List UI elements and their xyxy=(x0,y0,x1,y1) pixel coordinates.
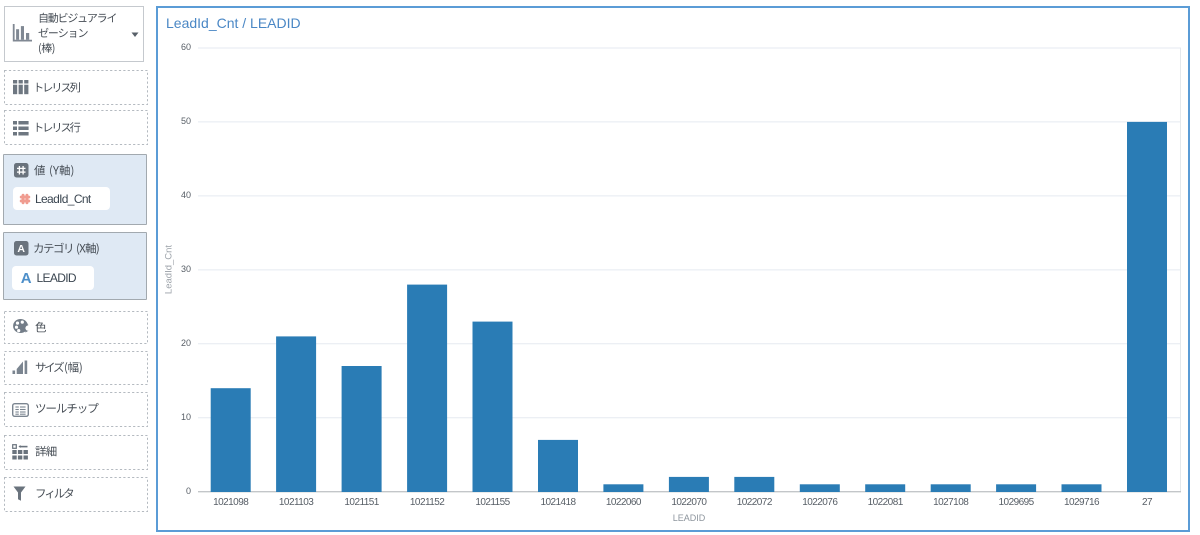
svg-text:A: A xyxy=(17,243,25,255)
